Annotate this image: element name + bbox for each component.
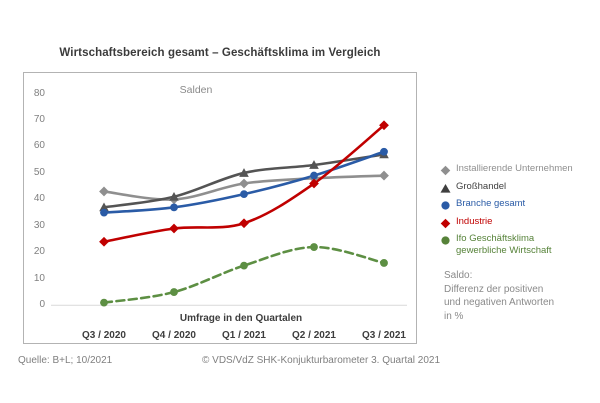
- legend-label: Branche gesamt: [456, 198, 526, 209]
- chart-area: Salden Umfrage in den Quartalen 0 10 20 30 4…: [23, 72, 417, 344]
- copyright-text: © VDS/VdZ SHK-Konjukturbarometer 3. Quar…: [202, 355, 441, 366]
- y-tick-label: 60: [33, 140, 45, 152]
- chart-title: Wirtschaftsbereich gesamt – Geschäftskli…: [59, 47, 381, 59]
- legend-label: Industrie: [456, 215, 493, 227]
- legend-item-industrie: Industrie: [440, 216, 573, 234]
- x-axis-title: Umfrage in den Quartalen: [179, 313, 303, 324]
- legend-label: Installierende Unternehmen: [456, 163, 573, 174]
- source-text: Quelle: B+L; 10/2021: [18, 355, 113, 366]
- legend-item-installierende-unternehmen: Installierende Unternehmen: [440, 163, 573, 181]
- y-tick-label: 80: [33, 87, 45, 99]
- circle-marker-icon: [440, 233, 451, 245]
- y-tick-label: 10: [33, 272, 45, 284]
- line-chart: [51, 120, 407, 307]
- diamond-marker-icon: [440, 216, 451, 228]
- saldo-note-line: Saldo:: [444, 270, 473, 281]
- x-tick-label: Q4 / 2020: [152, 330, 196, 341]
- legend-item-branche-gesamt: Branche gesamt: [440, 198, 573, 216]
- chart-legend: Installierende Unternehmen Großhandel Br…: [440, 163, 573, 256]
- saldo-note: Saldo: Differenz der positiven und negat…: [444, 269, 554, 323]
- y-tick-label: 70: [33, 113, 45, 125]
- y-tick-label: 40: [33, 193, 45, 205]
- y-tick-label: 30: [33, 219, 45, 231]
- x-tick-label: Q1 / 2021: [222, 330, 266, 341]
- triangle-marker-icon: [440, 181, 451, 193]
- x-tick-label: Q2 / 2021: [292, 330, 336, 341]
- saldo-note-line: und negativen Antworten: [444, 297, 555, 308]
- y-tick-label: 0: [39, 299, 45, 311]
- x-tick-label: Q3 / 2021: [362, 330, 406, 341]
- legend-label: Großhandel: [456, 180, 507, 192]
- diamond-marker-icon: [440, 163, 451, 176]
- legend-label: Ifo Geschäftsklima: [456, 233, 535, 244]
- y-tick-label: 20: [33, 246, 45, 258]
- x-tick-label: Q3 / 2020: [82, 330, 126, 341]
- salden-label: Salden: [179, 84, 213, 96]
- y-tick-label: 50: [33, 166, 45, 178]
- saldo-note-line: Differenz der positiven: [444, 283, 544, 295]
- legend-label-line2: gewerbliche Wirtschaft: [456, 245, 552, 256]
- legend-item-ifo-geschaeftsklima: Ifo Geschäftsklima gewerbliche Wirtschaft: [440, 233, 573, 256]
- saldo-note-line: in %: [444, 310, 464, 322]
- circle-marker-icon: [440, 198, 451, 210]
- legend-item-grosshandel: Großhandel: [440, 181, 573, 199]
